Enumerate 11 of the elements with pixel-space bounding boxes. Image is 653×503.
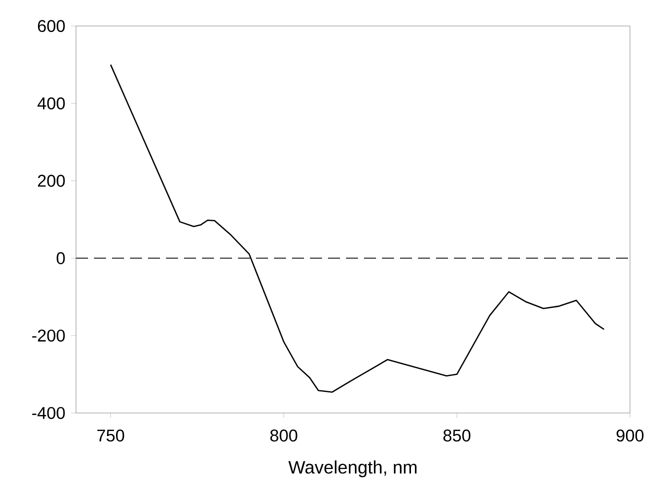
y-tick-label: 0 [56,252,65,264]
x-tick-label: 750 [97,430,124,442]
x-tick-label: 900 [616,430,644,442]
y-tick-label: 600 [38,20,65,32]
y-tick-label: -200 [32,330,65,342]
x-axis-title: Wavelength, nm [288,460,416,478]
y-tick-label: 200 [38,174,65,187]
y-tick-label: 400 [38,97,65,110]
x-tick-label: 800 [270,430,298,442]
x-tick-label: 850 [443,430,470,442]
y-tick-label: -400 [32,406,65,420]
